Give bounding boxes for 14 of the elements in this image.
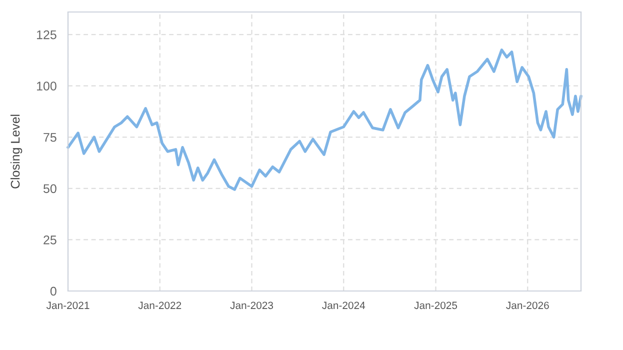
line-series — [66, 48, 582, 191]
x-tick-label: Jan-2023 — [230, 302, 274, 310]
y-tick-label: 50 — [43, 184, 56, 194]
x-tick-label: Jan-2024 — [322, 302, 366, 310]
x-tick-label: Jan-2025 — [414, 302, 458, 310]
y-tick-label: 100 — [36, 82, 56, 91]
x-tick-label: Jan-2021 — [46, 302, 90, 310]
x-tick-label: Jan-2026 — [506, 302, 549, 310]
y-tick-label: 0 — [50, 286, 56, 296]
y-tick-label: 25 — [44, 236, 56, 244]
x-tick-label: Jan-2022 — [138, 302, 182, 310]
y-tick-label: 125 — [36, 30, 56, 40]
y-tick-label: 75 — [44, 133, 56, 142]
y-axis-title: Closing Level — [10, 114, 22, 188]
